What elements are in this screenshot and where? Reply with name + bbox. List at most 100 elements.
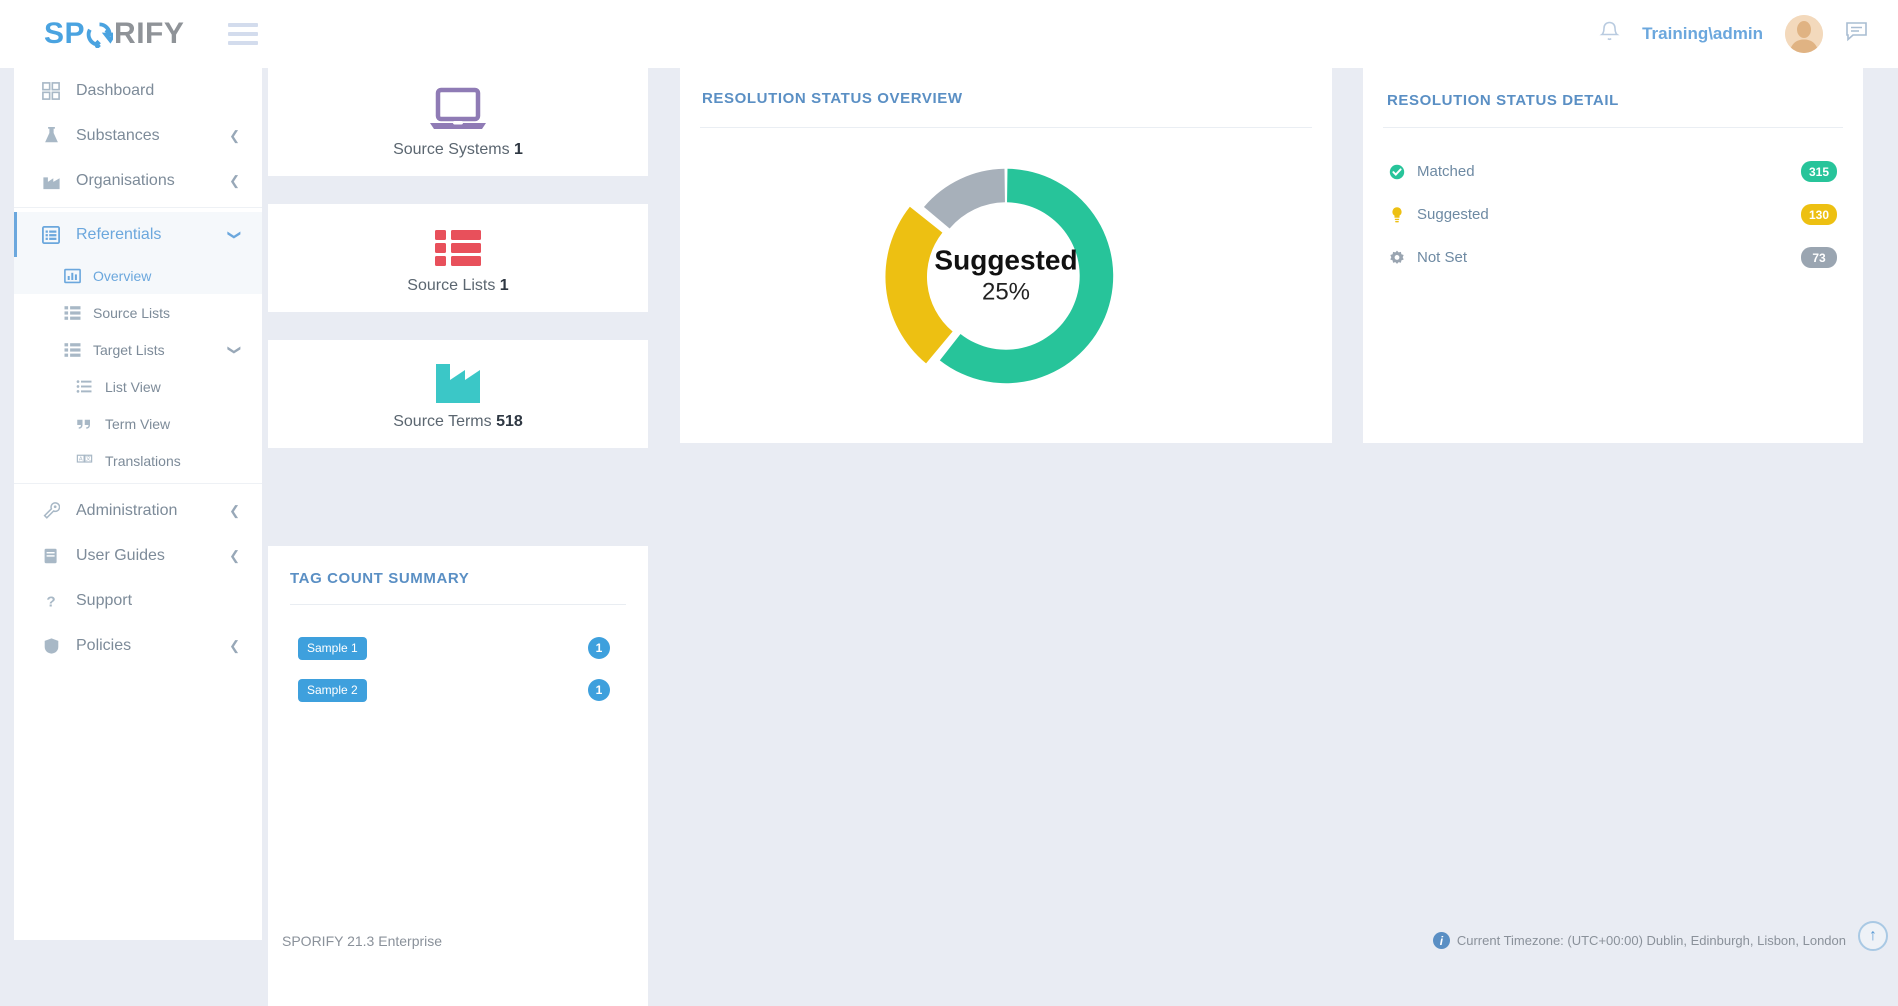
donut-chart[interactable]: Suggested 25% (680, 128, 1332, 424)
hamburger-bar (228, 32, 258, 36)
sidebar-item-label: Target Lists (93, 342, 165, 358)
sidebar-item-label: Term View (105, 416, 170, 432)
sidebar-item-label: Substances (76, 127, 160, 145)
svg-text:文: 文 (85, 455, 91, 463)
chart-bar-icon (62, 268, 82, 284)
sidebar-item-term-view[interactable]: Term View (14, 405, 262, 442)
tag-row-list: Sample 1 1 Sample 2 1 (268, 627, 648, 711)
donut-slice-not-set[interactable] (924, 169, 1005, 229)
chevron-left-icon[interactable]: ❮ (229, 548, 240, 564)
resolution-detail-label: Matched (1417, 163, 1475, 180)
hamburger-bar (228, 41, 258, 45)
scroll-to-top-button[interactable]: ↑ (1858, 921, 1888, 951)
sidebar-item-support[interactable]: ? Support (14, 578, 262, 623)
sidebar-divider (14, 207, 262, 208)
chevron-down-icon[interactable]: ❯ (227, 344, 243, 355)
chart-header: RESOLUTION STATUS OVERVIEW (680, 68, 1332, 107)
sidebar-item-list-view[interactable]: List View (14, 368, 262, 405)
sidebar-item-label: Referentials (76, 226, 161, 244)
stat-label: Source Terms 518 (393, 413, 523, 431)
tag-pill[interactable]: Sample 1 (298, 637, 367, 660)
sidebar-item-user-guides[interactable]: User Guides❮ (14, 533, 262, 578)
stat-card-source-systems[interactable]: Source Systems 1 (268, 68, 648, 176)
referentials-icon (39, 226, 63, 244)
panel-title: TAG COUNT SUMMARY (290, 570, 626, 587)
timezone-label: Current Timezone: (UTC+00:00) Dublin, Ed… (1457, 933, 1846, 948)
sidebar-item-label: Translations (105, 453, 181, 469)
sidebar-item-label: Support (76, 592, 132, 610)
chevron-left-icon[interactable]: ❮ (229, 503, 240, 519)
factory-icon (39, 172, 63, 190)
check-circle-icon (1385, 164, 1409, 180)
resolution-detail-badge: 73 (1801, 247, 1837, 268)
sidebar-item-label: Dashboard (76, 82, 154, 100)
factory-icon (433, 357, 483, 403)
chevron-left-icon[interactable]: ❮ (229, 173, 240, 189)
messages-icon[interactable] (1845, 21, 1868, 47)
quote-icon (74, 416, 94, 431)
stat-card-source-terms[interactable]: Source Terms 518 (268, 340, 648, 448)
sidebar-item-dashboard[interactable]: Dashboard (14, 68, 262, 113)
sidebar-item-policies[interactable]: Policies❮ (14, 623, 262, 668)
stat-label-text: Source Systems (393, 141, 509, 158)
tag-pill[interactable]: Sample 2 (298, 679, 367, 702)
sidebar-item-referentials[interactable]: Referentials ❯ (14, 212, 262, 257)
chevron-down-icon[interactable]: ❯ (227, 229, 243, 240)
resolution-detail-row[interactable]: Matched 315 (1363, 150, 1863, 193)
list-icon (62, 305, 82, 321)
stat-label: Source Systems 1 (393, 141, 523, 159)
notifications-bell-icon[interactable] (1599, 20, 1620, 48)
list-view-icon (74, 379, 94, 394)
divider (1383, 127, 1843, 128)
panel-title: RESOLUTION STATUS OVERVIEW (702, 90, 1310, 107)
user-avatar[interactable] (1785, 15, 1823, 53)
list-icon (435, 221, 481, 267)
svg-text:?: ? (46, 593, 55, 609)
sidebar-item-overview[interactable]: Overview (14, 257, 262, 294)
gear-icon (1385, 250, 1409, 266)
divider (290, 604, 626, 605)
timezone-footer: i Current Timezone: (UTC+00:00) Dublin, … (1433, 932, 1846, 949)
logo-text-rify: RIFY (114, 17, 184, 51)
detail-header: RESOLUTION STATUS DETAIL (1363, 68, 1863, 109)
sidebar-item-label: Overview (93, 268, 151, 284)
chevron-left-icon[interactable]: ❮ (229, 638, 240, 654)
sidebar-item-label: Administration (76, 502, 177, 520)
sidebar-item-label: List View (105, 379, 161, 395)
resolution-detail-badge: 315 (1801, 161, 1837, 182)
sidebar-item-organisations[interactable]: Organisations ❮ (14, 158, 262, 203)
sidebar-item-source-lists[interactable]: Source Lists (14, 294, 262, 331)
top-bar: SP RIFY Training\admin (0, 0, 1898, 68)
question-icon: ? (39, 592, 63, 610)
sidebar-divider (14, 483, 262, 484)
chevron-left-icon[interactable]: ❮ (229, 128, 240, 144)
tag-count-badge: 1 (588, 637, 610, 659)
app-logo[interactable]: SP RIFY (44, 14, 184, 54)
stat-label-text: Source Terms (393, 413, 491, 430)
tag-row[interactable]: Sample 2 1 (268, 669, 648, 711)
sidebar-item-substances[interactable]: Substances ❮ (14, 113, 262, 158)
stat-value: 1 (500, 277, 509, 294)
stat-label-text: Source Lists (407, 277, 495, 294)
grid-icon (39, 82, 63, 100)
resolution-status-overview-panel: RESOLUTION STATUS OVERVIEW Suggested 25% (680, 68, 1332, 443)
wrench-icon (39, 502, 63, 519)
stat-value: 518 (496, 413, 523, 430)
top-bar-right: Training\admin (1599, 15, 1868, 53)
shield-icon (39, 637, 63, 655)
tag-row[interactable]: Sample 1 1 (268, 627, 648, 669)
tag-count-badge: 1 (588, 679, 610, 701)
stat-card-source-lists[interactable]: Source Lists 1 (268, 204, 648, 312)
menu-toggle-button[interactable] (228, 18, 258, 50)
donut-slice-suggested[interactable] (885, 207, 952, 364)
sidebar-item-administration[interactable]: Administration ❮ (14, 488, 262, 533)
user-name-label[interactable]: Training\admin (1642, 24, 1763, 44)
sidebar-item-label: Organisations (76, 172, 175, 190)
sidebar-item-target-lists[interactable]: Target Lists ❯ (14, 331, 262, 368)
resolution-status-detail-panel: RESOLUTION STATUS DETAIL Matched 315 Sugge… (1363, 68, 1863, 443)
